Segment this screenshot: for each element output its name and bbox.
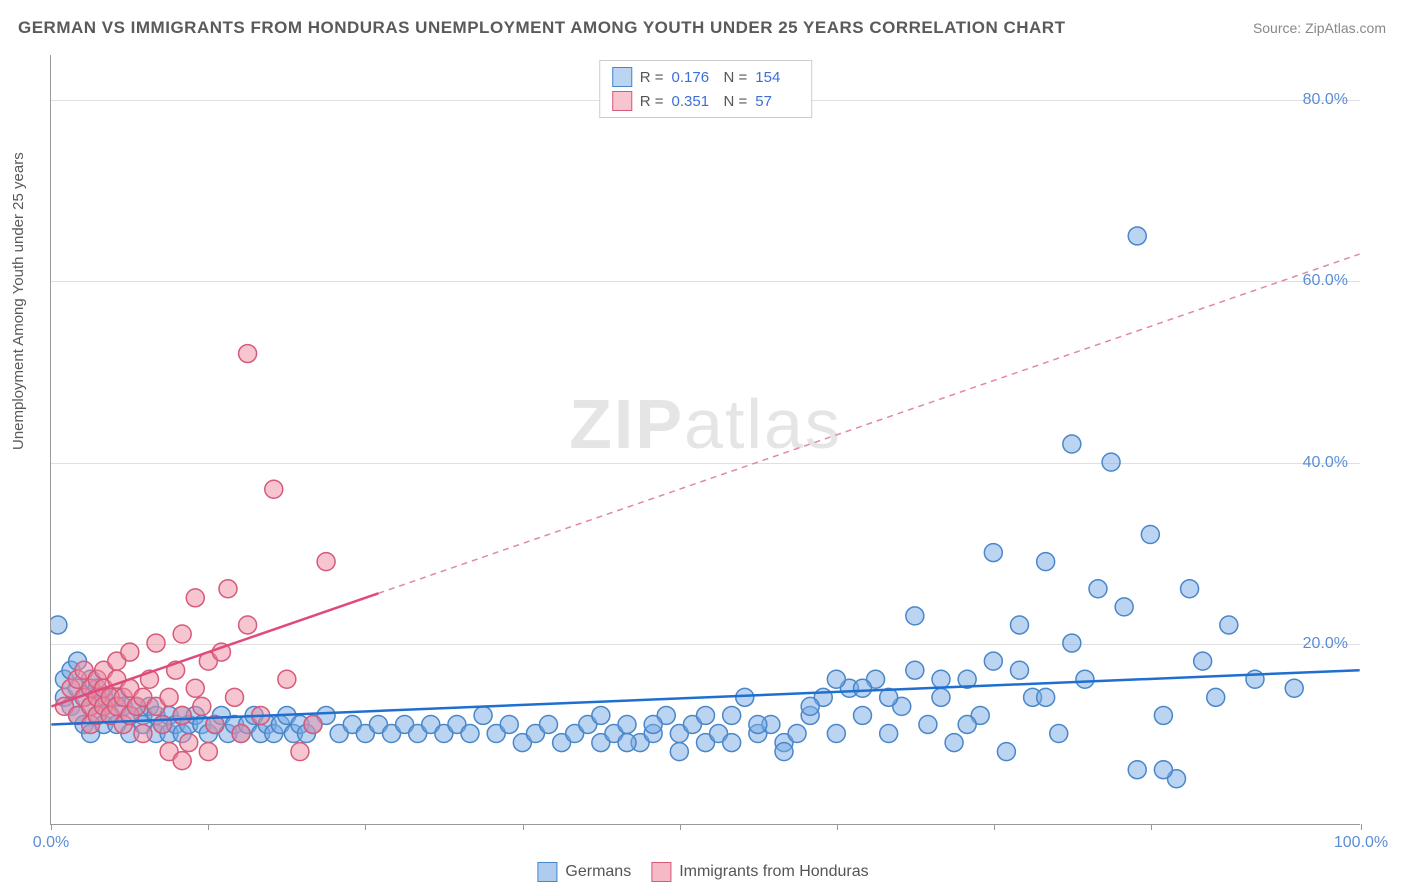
chart-title: GERMAN VS IMMIGRANTS FROM HONDURAS UNEMP… bbox=[18, 18, 1065, 38]
correlation-box: R = 0.176N = 154R = 0.351N = 57 bbox=[599, 60, 813, 118]
x-tick-label: 0.0% bbox=[33, 834, 69, 852]
legend-item: Germans bbox=[537, 862, 631, 882]
legend-item: Immigrants from Honduras bbox=[651, 862, 868, 882]
x-tick-mark bbox=[51, 824, 52, 830]
correlation-row: R = 0.176N = 154 bbox=[610, 65, 802, 89]
plot-area: R = 0.176N = 154R = 0.351N = 57 ZIPatlas… bbox=[50, 55, 1360, 825]
chart-svg bbox=[51, 55, 1360, 824]
x-tick-mark bbox=[365, 824, 366, 830]
series-swatch bbox=[612, 91, 632, 111]
legend-swatch bbox=[537, 862, 557, 882]
x-tick-label: 100.0% bbox=[1334, 834, 1388, 852]
x-tick-mark bbox=[208, 824, 209, 830]
x-tick-mark bbox=[1361, 824, 1362, 830]
x-tick-mark bbox=[837, 824, 838, 830]
x-tick-mark bbox=[994, 824, 995, 830]
source-label: Source: ZipAtlas.com bbox=[1253, 20, 1386, 36]
correlation-row: R = 0.351N = 57 bbox=[610, 89, 802, 113]
y-axis-label: Unemployment Among Youth under 25 years bbox=[10, 152, 27, 450]
legend-swatch bbox=[651, 862, 671, 882]
legend-label: Immigrants from Honduras bbox=[679, 863, 868, 881]
legend-label: Germans bbox=[565, 863, 631, 881]
x-tick-mark bbox=[1151, 824, 1152, 830]
x-tick-mark bbox=[523, 824, 524, 830]
legend-bottom: Germans Immigrants from Honduras bbox=[537, 862, 868, 882]
x-tick-mark bbox=[680, 824, 681, 830]
series-swatch bbox=[612, 67, 632, 87]
